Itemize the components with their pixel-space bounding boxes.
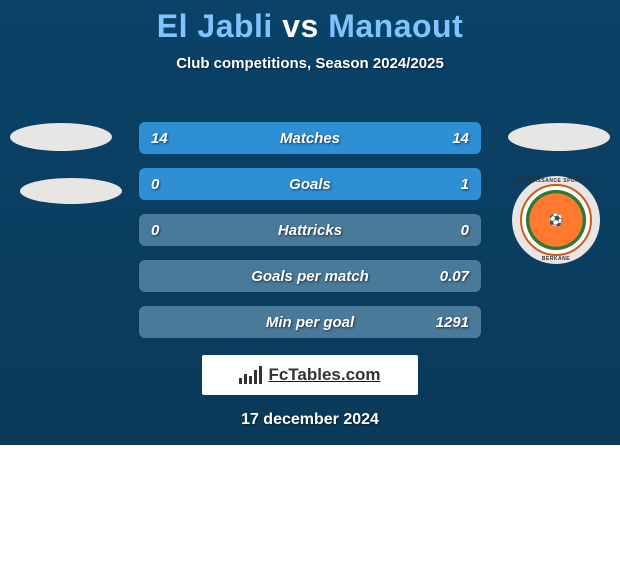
stat-label: Hattricks bbox=[278, 222, 342, 239]
page-title: El Jabli vs Manaout bbox=[0, 0, 620, 45]
stat-value-right: 0.07 bbox=[440, 268, 469, 285]
stat-value-left: 0 bbox=[151, 222, 159, 239]
subtitle: Club competitions, Season 2024/2025 bbox=[0, 55, 620, 72]
stat-row: 14 Matches 14 bbox=[139, 122, 481, 154]
stat-value-right: 0 bbox=[461, 222, 469, 239]
player2-name: Manaout bbox=[328, 8, 463, 44]
player1-club-badge-placeholder-icon bbox=[20, 178, 122, 204]
player1-badge-placeholder-icon bbox=[10, 123, 112, 151]
player2-badge-placeholder-icon bbox=[508, 123, 610, 151]
club-badge-bottom-text: BERKANE bbox=[512, 256, 600, 262]
stat-label: Matches bbox=[280, 130, 340, 147]
stat-row: Min per goal 1291 bbox=[139, 306, 481, 338]
date-label: 17 december 2024 bbox=[0, 411, 620, 429]
stat-label: Goals per match bbox=[251, 268, 369, 285]
stat-fill-right bbox=[207, 168, 481, 200]
brand-link[interactable]: FcTables.com bbox=[202, 355, 418, 395]
bar-chart-icon bbox=[239, 366, 262, 384]
stat-fill-left bbox=[139, 168, 207, 200]
stat-value-left: 14 bbox=[151, 130, 168, 147]
stat-value-right: 1 bbox=[461, 176, 469, 193]
stat-value-right: 14 bbox=[452, 130, 469, 147]
stat-row: Goals per match 0.07 bbox=[139, 260, 481, 292]
stat-row: 0 Hattricks 0 bbox=[139, 214, 481, 246]
stats-container: 14 Matches 14 0 Goals 1 0 Hattricks 0 Goals per m… bbox=[139, 122, 481, 352]
stat-label: Goals bbox=[289, 176, 331, 193]
stat-label: Min per goal bbox=[266, 314, 354, 331]
player1-name: El Jabli bbox=[157, 8, 273, 44]
stat-row: 0 Goals 1 bbox=[139, 168, 481, 200]
comparison-card: El Jabli vs Manaout Club competitions, S… bbox=[0, 0, 620, 445]
vs-separator: vs bbox=[282, 8, 319, 44]
player2-club-badge-icon: RENAISSANCE SPORTIVE BERKANE bbox=[512, 176, 600, 264]
stat-value-right: 1291 bbox=[436, 314, 469, 331]
brand-text: FcTables.com bbox=[268, 365, 380, 385]
stat-value-left: 0 bbox=[151, 176, 159, 193]
